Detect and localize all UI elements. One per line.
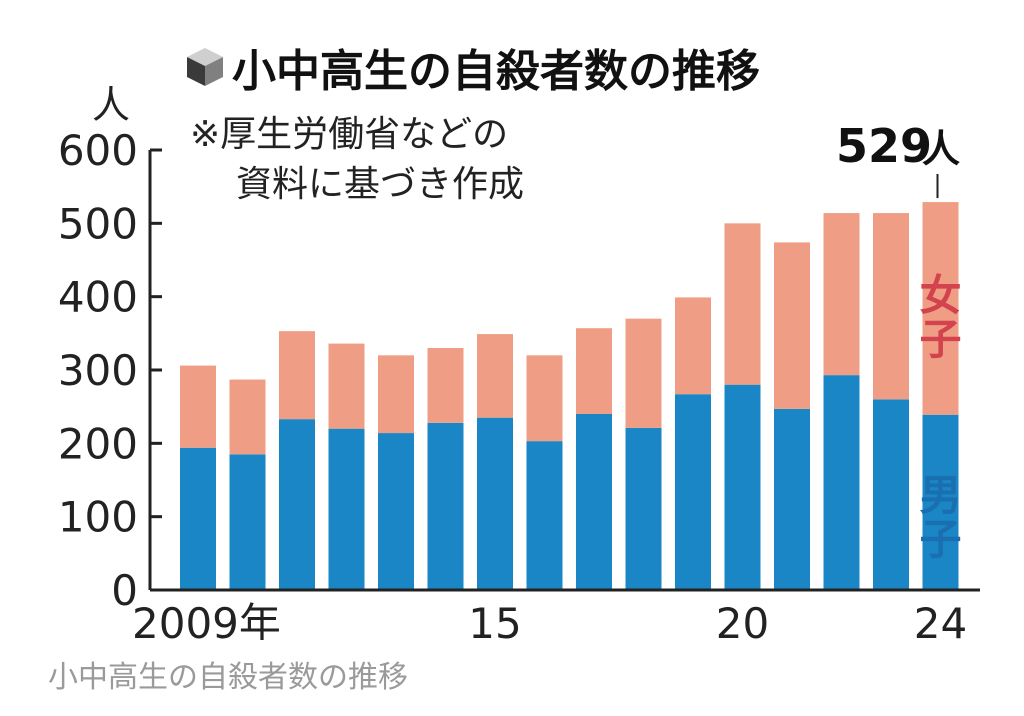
bar-male [873,399,909,590]
y-tick-label: 300 [58,346,138,395]
bar-female [873,213,909,400]
bar-male [675,394,711,590]
y-tick-label: 0 [111,566,138,615]
bar-female [774,242,810,409]
x-tick-label: 24 [914,599,967,640]
x-tick-label: 15 [468,599,521,640]
bar-female [378,355,414,434]
bar-female [526,355,563,442]
bar-male [427,422,464,590]
bar-male [774,408,810,590]
y-axis-unit-label: 人 [92,83,130,127]
x-axis: 2009年 15 20 24 [132,599,967,640]
bar-male [378,433,414,590]
y-axis: 0 100 200 300 400 500 600 [58,126,162,615]
bars [180,202,959,590]
bar-female [477,334,513,418]
bar-female [724,223,761,385]
bar-male [279,419,315,590]
y-tick-label: 100 [58,493,138,542]
bar-male [526,441,563,590]
chart-subtitle-line-1: ※厚生労働省などの [190,114,508,155]
total-annotation-value: 529 [836,119,932,173]
legend-female-char: 子 [919,315,961,364]
bar-male [625,427,662,590]
y-tick-label: 400 [58,273,138,322]
legend-male: 男 子 [919,471,961,564]
y-tick-label: 500 [58,199,138,248]
chart-title: 小中高生の自殺者数の推移 [232,46,760,97]
image-caption: 小中高生の自殺者数の推移 [48,660,408,695]
bar-female [625,318,662,428]
chart: 小中高生の自殺者数の推移 ※厚生労働省などの 資料に基づき作成 人 0 100 20… [58,46,980,640]
legend-male-char: 男 [919,471,961,520]
bar-female [229,379,266,455]
y-tick-label: 600 [58,126,138,175]
bar-male [328,428,365,590]
y-tick-label: 200 [58,419,138,468]
legend-female: 女 子 [919,271,961,364]
chart-subtitle-line-2: 資料に基づき作成 [236,164,524,205]
bar-female [576,328,612,414]
cube-icon [187,48,223,86]
x-tick-label: 20 [716,599,769,640]
legend-male-char: 子 [919,515,961,564]
bar-male [724,384,761,590]
total-annotation-unit: 人 [922,127,960,171]
bar-male [823,375,860,590]
bar-male [229,454,266,590]
bar-female [675,297,711,395]
bar-male [922,414,959,590]
legend-female-char: 女 [919,271,961,320]
bar-male [180,447,216,590]
bar-female [328,343,365,429]
bar-female [180,365,216,448]
x-tick-label: 2009年 [132,599,281,640]
bar-female [427,348,464,423]
bar-female [922,202,959,415]
bar-female [279,331,315,420]
bar-male [576,414,612,590]
bar-female [823,213,860,376]
bar-male [477,417,513,590]
